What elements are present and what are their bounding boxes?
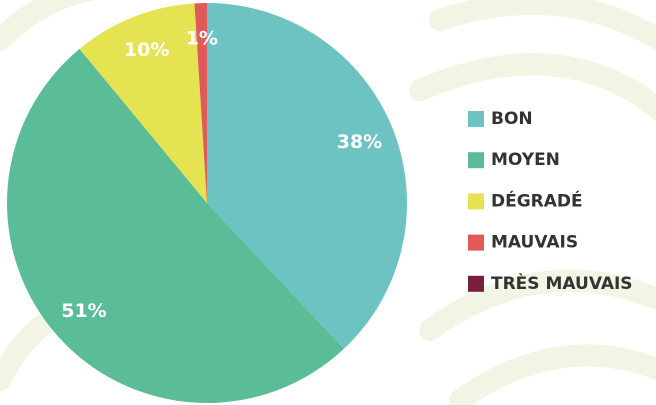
legend-label: DÉGRADÉ (491, 189, 583, 211)
legend-swatch (468, 111, 484, 127)
legend-label: MOYEN (491, 150, 560, 170)
pie-slice (207, 3, 407, 349)
pie-slice (79, 3, 207, 204)
legend-label: BON (491, 109, 533, 129)
legend-swatch (468, 234, 484, 251)
data-label: 51% (61, 300, 106, 322)
data-label: 38% (337, 131, 382, 153)
legend-swatch (468, 152, 484, 169)
legend-label: TRÈS MAUVAIS (491, 272, 633, 294)
data-label: 1% (186, 28, 218, 50)
data-label: 10% (124, 39, 169, 61)
pie-slice (6, 48, 344, 404)
legend-swatch (468, 275, 484, 292)
pie-slice (194, 3, 207, 203)
legend-swatch (468, 193, 484, 210)
legend-label: MAUVAIS (491, 233, 578, 253)
